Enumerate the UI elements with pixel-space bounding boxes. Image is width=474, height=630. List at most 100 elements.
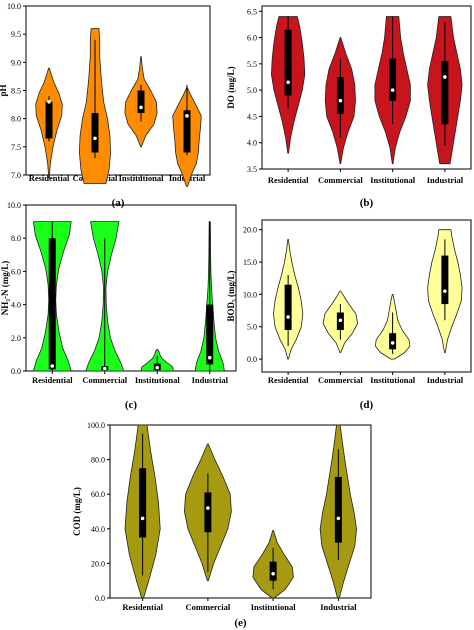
median-point: [338, 318, 343, 323]
x-tick-label: Residential: [268, 375, 309, 385]
median-point: [47, 99, 51, 104]
x-tick-label: Institutional: [251, 602, 297, 612]
median-point: [207, 355, 212, 360]
median-point: [443, 75, 447, 79]
y-tick-label: 100.0: [87, 421, 105, 430]
chart-panel-b: 3.5 4.0 4.5 5.0 5.5 6.0 6.5 DO (mg/L) Residentia…: [226, 5, 472, 209]
panel-label: (a): [112, 197, 125, 209]
y-tick-label: 3.5: [247, 165, 257, 174]
median-point: [338, 98, 343, 103]
panel-label: (e): [234, 617, 247, 629]
y-tick-label: 10.0: [7, 201, 21, 210]
iqr-box: [441, 255, 449, 305]
plot-frame: [25, 204, 237, 372]
x-tick-label: Residential: [32, 375, 73, 385]
y-tick-label: 5.5: [247, 60, 257, 69]
y-tick-label: 15.0: [243, 258, 257, 267]
y-tick-label: 7.0: [11, 171, 21, 180]
median-point: [336, 516, 341, 521]
iqr-box: [389, 58, 397, 101]
x-tick-label: Commercial: [82, 375, 127, 385]
x-tick-label: Institutional: [119, 173, 165, 183]
iqr-box: [336, 76, 344, 114]
chart-panel-e: 0.0 20.0 40.0 60.0 80.0 100.0 COD (mg/L) Reside…: [72, 421, 372, 629]
chart-panel-c: 0.0 2.0 4.0 6.0 8.0 10.0 NH₃-N (mg/L) Residenti…: [0, 201, 237, 411]
x-tick-label: Commercial: [186, 602, 231, 612]
y-axis-label: BOD₅ (mg/L): [226, 271, 236, 322]
median-point: [271, 571, 275, 576]
iqr-box: [269, 561, 277, 581]
median-point: [155, 365, 160, 370]
plot-frame: [109, 424, 372, 599]
median-point: [102, 366, 107, 371]
y-axis-label: pH: [0, 84, 8, 96]
median-point: [443, 289, 447, 293]
iqr-box: [48, 238, 56, 370]
x-tick-label: Industrial: [427, 175, 464, 185]
median-point: [139, 105, 143, 110]
iqr-box: [206, 304, 214, 365]
iqr-box: [204, 492, 212, 533]
x-tick-label: Residential: [268, 175, 309, 185]
median-point: [206, 506, 210, 510]
x-tick-label: Industrial: [320, 602, 357, 612]
y-tick-label: 2.0: [11, 334, 21, 343]
iqr-box: [334, 476, 342, 543]
iqr-box: [45, 101, 53, 139]
chart-panel-a: 7.07.58.08.59.09.510.0pHResidentialComme…: [0, 2, 211, 209]
x-tick-label: Institutional: [370, 175, 416, 185]
y-tick-label: 7.5: [11, 143, 21, 152]
median-point: [390, 88, 395, 92]
median-point: [390, 341, 395, 345]
y-axis-label: NH₃-N (mg/L): [0, 261, 10, 315]
y-tick-label: 5.0: [247, 323, 257, 332]
y-tick-label: 10.0: [243, 290, 257, 299]
median-point: [140, 516, 145, 521]
plot-frame: [261, 5, 472, 170]
iqr-box: [137, 90, 145, 114]
panel-label: (d): [360, 399, 374, 411]
y-tick-label: 20.0: [91, 559, 105, 568]
iqr-box: [284, 29, 292, 96]
median-point: [50, 364, 55, 368]
y-tick-label: 0.0: [247, 355, 257, 364]
panel-label: (c): [125, 399, 138, 411]
iqr-box: [91, 113, 99, 153]
iqr-box: [441, 61, 449, 125]
y-tick-label: 0.0: [95, 594, 105, 603]
median-point: [286, 315, 290, 319]
chart-panel-d: 0.0 5.0 10.0 15.0 20.0 BOD₅ (mg/L) Residential…: [226, 219, 472, 411]
median-point: [93, 136, 97, 141]
y-tick-label: 5.0: [247, 86, 257, 95]
y-tick-label: 4.0: [11, 301, 21, 310]
y-tick-label: 10.0: [7, 2, 21, 11]
iqr-box: [139, 468, 147, 538]
y-tick-label: 60.0: [91, 490, 105, 499]
x-tick-label: Institutional: [370, 375, 416, 385]
y-tick-label: 8.5: [11, 87, 21, 96]
x-tick-label: Industrial: [427, 375, 464, 385]
y-tick-label: 9.0: [11, 58, 21, 67]
y-tick-label: 6.0: [247, 34, 257, 43]
y-axis-label: COD (mg/L): [72, 487, 82, 536]
panel-label: (b): [360, 197, 374, 209]
median-point: [286, 80, 290, 85]
y-tick-label: 4.5: [247, 112, 257, 121]
y-tick-label: 8.0: [11, 115, 21, 124]
y-axis-label: DO (mg/L): [226, 66, 236, 108]
y-tick-label: 6.0: [11, 267, 21, 276]
y-tick-label: 4.0: [247, 139, 257, 148]
y-tick-label: 6.5: [247, 7, 257, 16]
y-tick-label: 0.0: [11, 367, 21, 376]
x-tick-label: Residential: [122, 602, 163, 612]
plot-frame: [261, 219, 472, 373]
x-tick-label: Industrial: [192, 375, 229, 385]
y-tick-label: 20.0: [243, 226, 257, 235]
iqr-box: [183, 110, 191, 153]
y-tick-label: 40.0: [91, 525, 105, 534]
x-tick-label: Commercial: [318, 175, 363, 185]
y-tick-label: 8.0: [11, 234, 21, 243]
iqr-box: [284, 284, 292, 330]
y-tick-label: 80.0: [91, 456, 105, 465]
